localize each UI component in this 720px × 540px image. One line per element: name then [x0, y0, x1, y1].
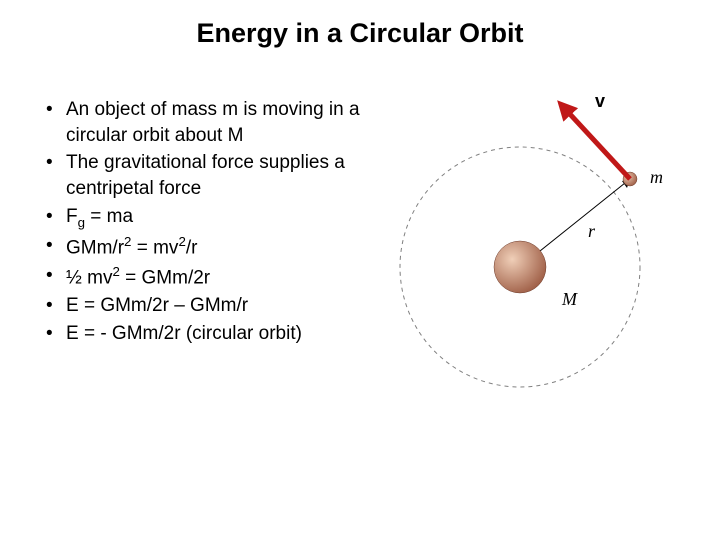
bullet-item: An object of mass m is moving in a circu…: [42, 97, 370, 148]
bullets-ul: An object of mass m is moving in a circu…: [42, 97, 370, 347]
bullet-item: The gravitational force supplies a centr…: [42, 150, 370, 201]
velocity-arrow: [568, 112, 630, 179]
label-r: r: [588, 221, 596, 241]
bullet-item: Fg = ma: [42, 204, 370, 232]
content-area: An object of mass m is moving in a circu…: [0, 97, 720, 417]
bullet-item: GMm/r2 = mv2/r: [42, 233, 370, 261]
central-body: [494, 241, 546, 293]
bullet-list: An object of mass m is moving in a circu…: [0, 97, 370, 417]
orbit-diagram: Mm r v: [370, 97, 690, 417]
label-M: M: [561, 289, 578, 309]
bullet-item: E = - GMm/2r (circular orbit): [42, 321, 370, 347]
orbit-svg: Mm r v: [370, 97, 690, 417]
label-v: v: [595, 97, 605, 111]
slide-title: Energy in a Circular Orbit: [0, 0, 720, 49]
bullet-item: ½ mv2 = GMm/2r: [42, 263, 370, 291]
bullet-item: E = GMm/2r – GMm/r: [42, 293, 370, 319]
label-m: m: [650, 167, 663, 187]
